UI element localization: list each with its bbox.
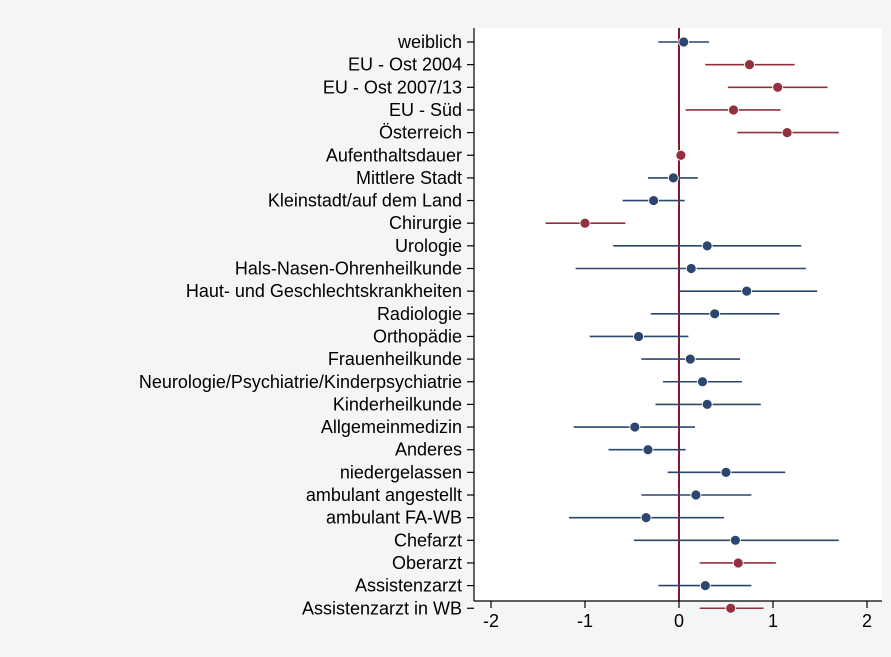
category-label: Orthopädie [373,326,462,346]
estimate-point [640,512,652,524]
estimate-point [744,59,755,71]
category-label: Neurologie/Psychiatrie/Kinderpsychiatrie [139,372,462,392]
category-label: niedergelassen [340,462,462,482]
estimate-point [728,104,739,116]
category-label: Chirurgie [389,213,462,233]
estimate-point [642,444,654,456]
category-label: Haut- und Geschlechtskrankheiten [186,281,462,301]
estimate-point [685,263,697,274]
estimate-point [629,421,641,433]
category-label: Österreich [379,123,462,143]
estimate-point [667,172,679,184]
estimate-point [690,489,702,501]
category-label: Frauenheilkunde [328,349,462,369]
estimate-point [633,331,644,342]
category-label: Chefarzt [394,530,462,550]
estimate-point [720,466,732,478]
category-label: weiblich [397,32,462,52]
estimate-point [697,376,708,388]
x-tick-label: 1 [768,611,778,631]
estimate-point [732,557,744,569]
category-label: EU - Süd [389,100,462,120]
estimate-point [675,149,687,161]
category-label: Anderes [395,440,462,460]
category-label: Radiologie [377,304,462,324]
category-label: ambulant angestellt [306,485,462,505]
estimate-point [709,308,721,320]
category-label: Oberarzt [392,553,462,573]
category-label: Allgemeinmedizin [321,417,462,437]
category-label: Assistenzarzt [355,576,462,596]
x-tick-label: 2 [862,611,872,631]
category-label: Aufenthaltsdauer [326,145,462,165]
estimate-point [678,36,690,48]
x-tick-label: -2 [483,611,499,631]
estimate-point [730,534,741,546]
category-label: Kinderheilkunde [333,394,462,414]
category-label: Mittlere Stadt [356,168,462,188]
estimate-point [684,353,696,365]
estimate-point [579,217,591,229]
estimate-point [741,285,753,297]
category-label: Kleinstadt/auf dem Land [268,191,462,211]
estimate-point [725,602,737,614]
category-label: Hals-Nasen-Ohrenheilkunde [235,259,462,279]
estimate-point [772,81,784,93]
category-label: Urologie [395,236,462,256]
category-label: EU - Ost 2004 [348,55,462,75]
category-label: EU - Ost 2007/13 [323,77,462,97]
x-tick-label: -1 [577,611,593,631]
estimate-point [648,195,660,206]
estimate-point [701,240,713,252]
estimate-point [781,127,793,139]
estimate-point [701,398,713,410]
category-label: Assistenzarzt in WB [302,598,462,618]
estimate-point [699,580,711,591]
x-tick-label: 0 [674,611,684,631]
category-label: ambulant FA-WB [326,508,462,528]
